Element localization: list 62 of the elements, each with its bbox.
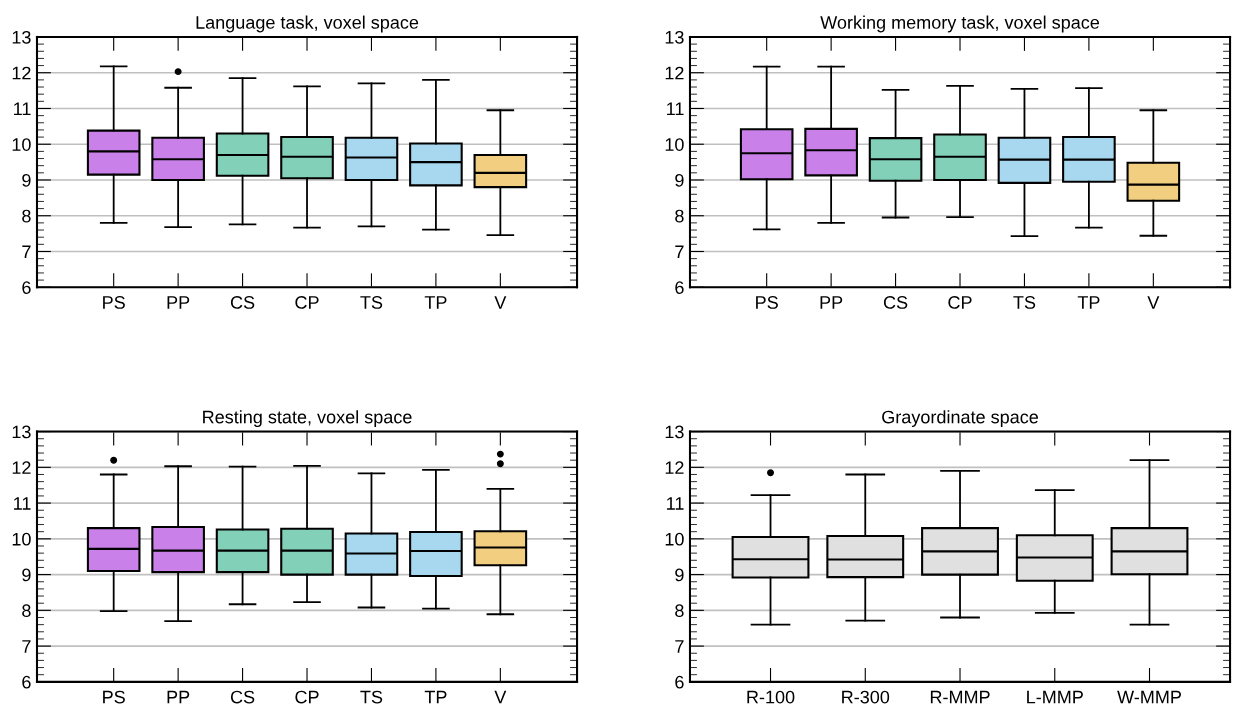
x-tick-label: PS xyxy=(103,690,125,704)
y-tick-label: 7 xyxy=(675,245,684,259)
y-tick-label: 6 xyxy=(22,675,31,689)
y-tick-label: 7 xyxy=(675,640,684,653)
x-tick-label: CS xyxy=(230,296,255,309)
x-tick-label: V xyxy=(494,296,507,309)
y-tick-label: 9 xyxy=(675,568,684,582)
y-tick-label: 11 xyxy=(667,102,684,116)
x-tick-label: R-100 xyxy=(747,690,795,704)
x-tick-label: TP xyxy=(1077,296,1100,309)
x-tick-label: TS xyxy=(360,296,383,309)
x-tick-label: CS xyxy=(883,296,908,309)
y-tick-label: 6 xyxy=(22,281,31,294)
y-tick-label: 11 xyxy=(667,497,684,510)
y-tick-label: 12 xyxy=(665,461,684,474)
x-tick-label: V xyxy=(1147,296,1160,309)
x-tick-label: PS xyxy=(103,296,125,309)
x-tick-label: W-MMP xyxy=(1117,690,1181,704)
y-tick-label: 13 xyxy=(665,30,684,44)
x-tick-label: TS xyxy=(360,690,383,704)
y-tick-label: 13 xyxy=(665,425,684,439)
y-tick-label: 10 xyxy=(12,532,31,546)
y-tick-label: 7 xyxy=(22,640,31,653)
y-tick-label: 12 xyxy=(12,66,31,80)
y-tick-label: 10 xyxy=(665,532,684,546)
y-tick-label: 10 xyxy=(665,138,684,151)
x-tick-label: CP xyxy=(948,296,972,309)
x-tick-label: CS xyxy=(230,690,255,704)
x-tick-label: V xyxy=(494,690,507,704)
x-tick-label: TP xyxy=(424,296,447,309)
x-tick-label: CP xyxy=(295,296,319,309)
y-tick-label: 9 xyxy=(22,568,31,582)
x-tick-label: TP xyxy=(424,690,447,704)
y-tick-label: 11 xyxy=(14,497,31,510)
y-tick-label: 11 xyxy=(14,102,31,116)
y-tick-label: 6 xyxy=(675,281,684,294)
x-tick-label: CP xyxy=(295,690,319,704)
chart-title: Grayordinate space xyxy=(882,410,1038,427)
y-tick-label: 8 xyxy=(22,604,31,618)
x-tick-label: PP xyxy=(820,296,843,309)
x-tick-label: R-MMP xyxy=(930,690,990,704)
y-tick-label: 12 xyxy=(665,66,684,80)
x-tick-label: PP xyxy=(167,296,190,309)
y-tick-label: 12 xyxy=(12,461,31,474)
x-tick-label: PP xyxy=(167,690,190,704)
x-tick-label: PS xyxy=(756,296,778,309)
x-tick-label: L-MMP xyxy=(1027,690,1083,704)
x-tick-label: R-300 xyxy=(842,690,890,704)
chart-title: Working memory task, voxel space xyxy=(820,15,1100,33)
y-tick-label: 7 xyxy=(22,245,31,259)
y-tick-label: 8 xyxy=(675,604,684,618)
y-tick-label: 9 xyxy=(675,173,684,187)
y-tick-label: 8 xyxy=(675,209,684,223)
y-tick-label: 13 xyxy=(12,30,31,44)
y-tick-label: 13 xyxy=(12,425,31,439)
y-tick-label: 9 xyxy=(22,173,31,187)
chart-title: Resting state, voxel space xyxy=(203,410,412,427)
y-tick-label: 10 xyxy=(12,138,31,151)
y-tick-label: 8 xyxy=(22,209,31,223)
y-tick-label: 6 xyxy=(675,675,684,689)
x-tick-label: TS xyxy=(1013,296,1036,309)
chart-title: Language task, voxel space xyxy=(196,15,419,33)
